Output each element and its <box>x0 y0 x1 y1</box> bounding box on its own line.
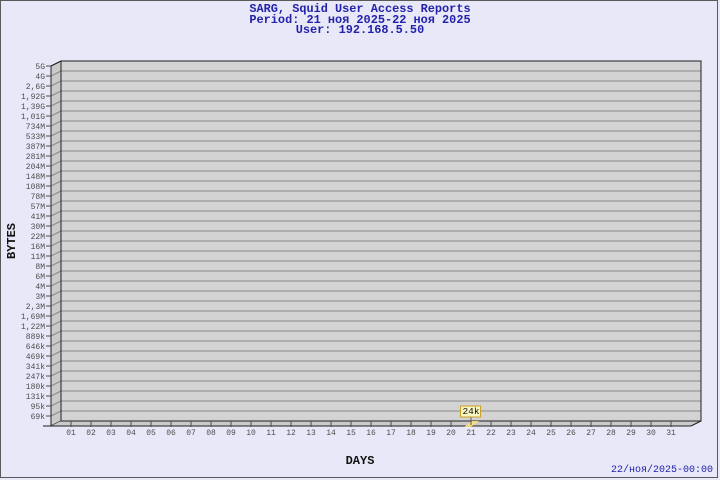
svg-text:1,92G: 1,92G <box>21 93 45 102</box>
svg-text:26: 26 <box>566 429 576 438</box>
svg-text:10: 10 <box>246 429 256 438</box>
svg-text:148M: 148M <box>26 173 45 182</box>
svg-text:18: 18 <box>406 429 416 438</box>
svg-text:11M: 11M <box>31 253 46 262</box>
svg-text:12: 12 <box>286 429 296 438</box>
svg-text:204M: 204M <box>26 163 45 172</box>
svg-text:281M: 281M <box>26 153 45 162</box>
svg-text:41M: 41M <box>31 213 46 222</box>
svg-text:24: 24 <box>526 429 536 438</box>
svg-text:19: 19 <box>426 429 436 438</box>
svg-text:22/ноя/2025-00:00: 22/ноя/2025-00:00 <box>611 464 713 476</box>
svg-text:1,69M: 1,69M <box>21 313 45 322</box>
svg-text:02: 02 <box>86 429 96 438</box>
svg-text:06: 06 <box>166 429 176 438</box>
svg-text:21: 21 <box>466 429 476 438</box>
svg-text:20: 20 <box>446 429 456 438</box>
svg-text:31: 31 <box>666 429 676 438</box>
svg-text:23: 23 <box>506 429 516 438</box>
svg-text:341k: 341k <box>26 363 45 372</box>
svg-text:30: 30 <box>646 429 656 438</box>
svg-text:User: 192.168.5.50: User: 192.168.5.50 <box>296 23 424 37</box>
svg-text:28: 28 <box>606 429 616 438</box>
svg-text:1,01G: 1,01G <box>21 113 45 122</box>
svg-text:533M: 533M <box>26 133 45 142</box>
svg-text:16M: 16M <box>31 243 46 252</box>
svg-text:3M: 3M <box>35 293 45 302</box>
svg-text:734M: 734M <box>26 123 45 132</box>
svg-text:13: 13 <box>306 429 316 438</box>
svg-text:247k: 247k <box>26 373 45 382</box>
svg-text:05: 05 <box>146 429 156 438</box>
svg-text:469k: 469k <box>26 353 45 362</box>
svg-text:4M: 4M <box>35 283 45 292</box>
svg-text:25: 25 <box>546 429 556 438</box>
svg-text:17: 17 <box>386 429 396 438</box>
svg-text:03: 03 <box>106 429 116 438</box>
svg-text:889k: 889k <box>26 333 45 342</box>
svg-text:24k: 24k <box>462 406 479 417</box>
svg-text:78M: 78M <box>31 193 46 202</box>
svg-text:22M: 22M <box>31 233 46 242</box>
svg-text:4G: 4G <box>35 73 45 82</box>
svg-text:16: 16 <box>366 429 376 438</box>
svg-text:108M: 108M <box>26 183 45 192</box>
svg-text:DAYS: DAYS <box>346 454 375 468</box>
svg-text:11: 11 <box>266 429 276 438</box>
svg-text:1,39G: 1,39G <box>21 103 45 112</box>
svg-text:1,22M: 1,22M <box>21 323 45 332</box>
svg-text:08: 08 <box>206 429 216 438</box>
svg-text:09: 09 <box>226 429 236 438</box>
svg-text:04: 04 <box>126 429 136 438</box>
svg-text:14: 14 <box>326 429 336 438</box>
svg-text:22: 22 <box>486 429 496 438</box>
svg-text:95k: 95k <box>31 403 46 412</box>
svg-text:01: 01 <box>66 429 76 438</box>
svg-text:27: 27 <box>586 429 596 438</box>
svg-text:07: 07 <box>186 429 196 438</box>
svg-text:180k: 180k <box>26 383 45 392</box>
svg-text:BYTES: BYTES <box>5 223 19 259</box>
svg-text:2,6G: 2,6G <box>26 83 45 92</box>
svg-text:2,3M: 2,3M <box>26 303 45 312</box>
svg-text:29: 29 <box>626 429 636 438</box>
svg-text:30M: 30M <box>31 223 46 232</box>
svg-text:5G: 5G <box>35 63 45 72</box>
svg-text:57M: 57M <box>31 203 46 212</box>
svg-text:69k: 69k <box>31 413 46 422</box>
svg-text:387M: 387M <box>26 143 45 152</box>
svg-text:646k: 646k <box>26 343 45 352</box>
svg-text:131k: 131k <box>26 393 45 402</box>
svg-text:8M: 8M <box>35 263 45 272</box>
svg-text:15: 15 <box>346 429 356 438</box>
svg-text:6M: 6M <box>35 273 45 282</box>
